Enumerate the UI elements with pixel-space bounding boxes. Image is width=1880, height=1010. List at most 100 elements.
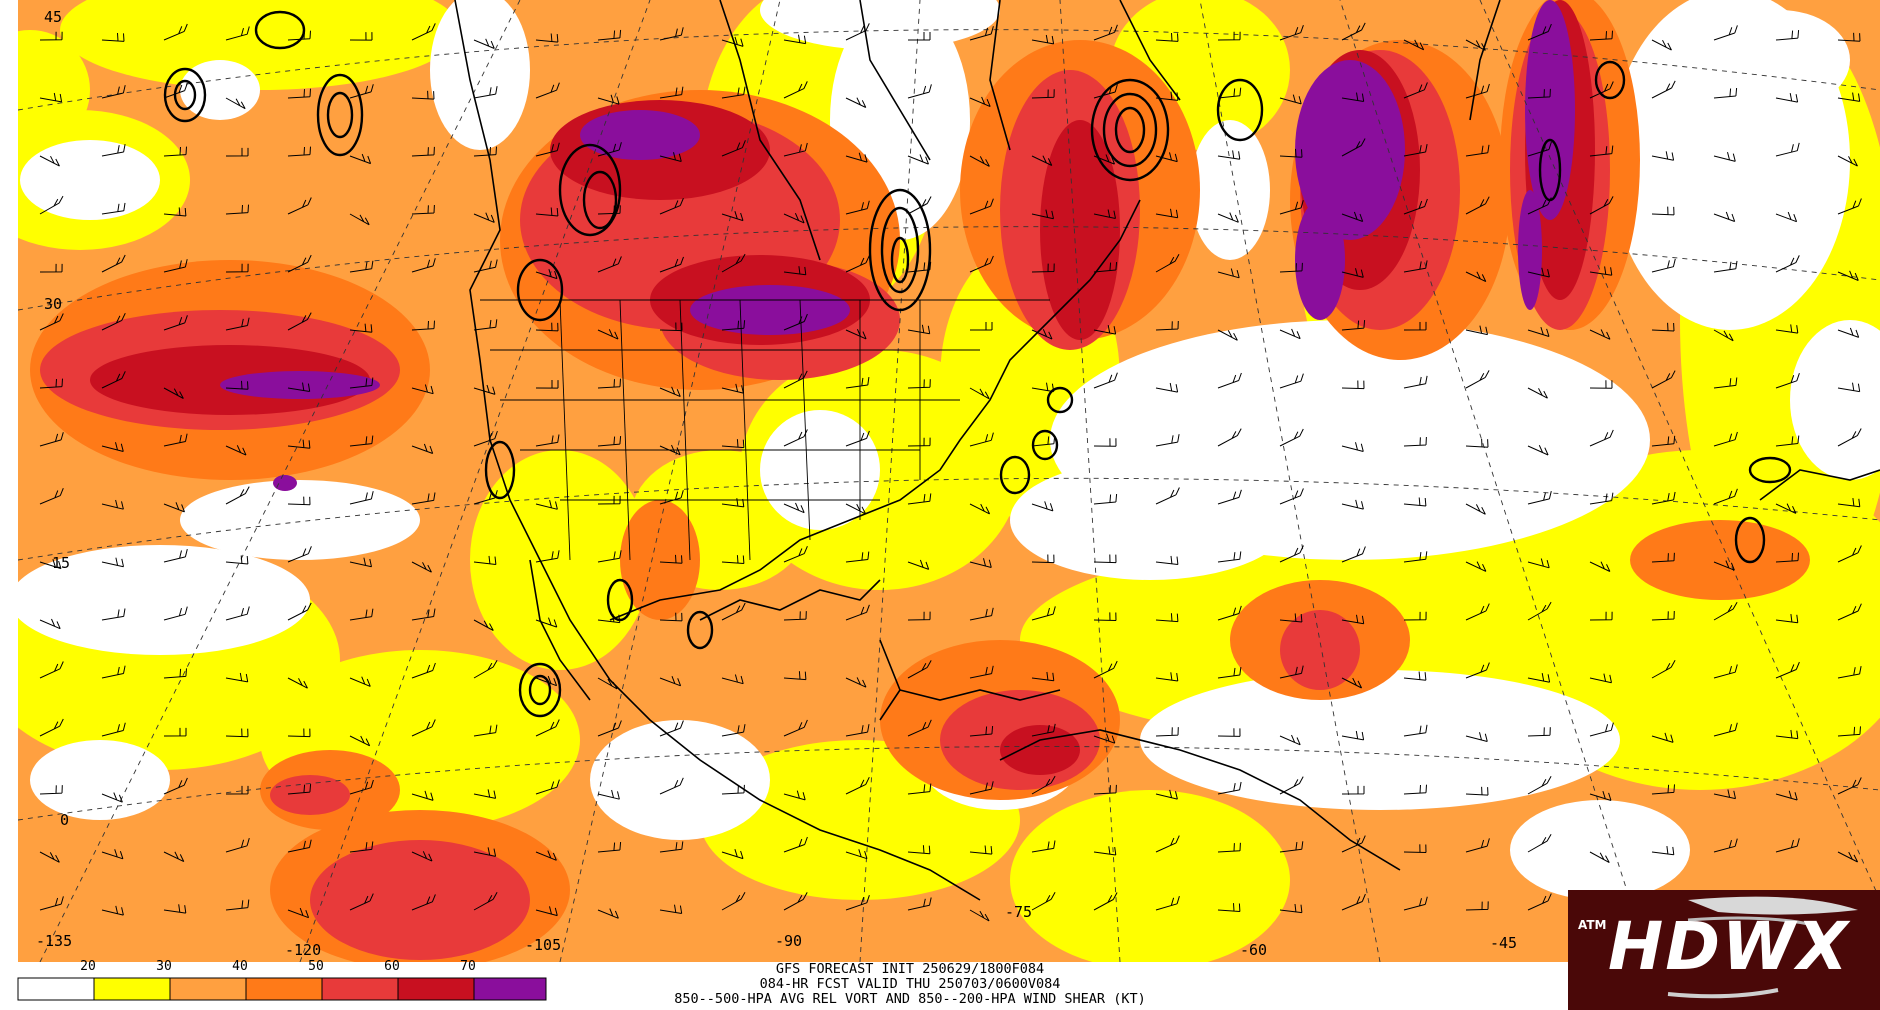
wind-barb <box>39 313 64 331</box>
wind-barb <box>1713 329 1734 342</box>
wind-barb <box>535 33 559 43</box>
wind-barb <box>473 86 498 99</box>
wind-barb <box>1527 326 1550 337</box>
wind-barb <box>1155 32 1179 42</box>
wind-barb <box>721 383 744 394</box>
wind-barb <box>1217 329 1238 341</box>
wind-barb <box>721 674 744 685</box>
wind-barb <box>1279 545 1304 563</box>
wind-barb <box>1837 327 1860 338</box>
wind-barb <box>163 82 188 99</box>
wind-barb <box>39 378 63 389</box>
wind-barb <box>1093 438 1117 447</box>
wind-barb <box>1527 267 1550 278</box>
wind-barb <box>1031 671 1055 682</box>
wind-barb <box>101 499 124 510</box>
wind-barb <box>225 445 247 456</box>
wind-barb <box>1589 492 1614 505</box>
wind-barb <box>1465 83 1490 99</box>
lat-label: 15 <box>52 554 70 572</box>
legend-tick-label: 70 <box>460 959 476 974</box>
wind-barb <box>1589 722 1614 737</box>
wind-barb <box>1279 148 1303 158</box>
wind-barb <box>1341 677 1363 689</box>
wind-barb <box>721 498 745 508</box>
wind-barb <box>969 725 994 737</box>
wind-barb <box>783 370 808 389</box>
lon-label: -105 <box>525 936 561 954</box>
wind-barb <box>721 86 746 99</box>
wind-barb <box>1031 329 1053 340</box>
wind-barb <box>225 204 249 215</box>
wind-barb <box>1217 605 1242 621</box>
wind-barb <box>721 36 744 47</box>
legend-swatch-30-40 <box>169 977 247 1001</box>
wind-barb <box>1465 732 1488 742</box>
wind-barb <box>969 607 994 621</box>
wind-barb <box>101 144 126 157</box>
wind-barb <box>1093 493 1118 505</box>
wind-barb <box>1217 372 1242 389</box>
lon-label: -120 <box>285 941 321 959</box>
wind-barb <box>1341 614 1365 625</box>
wind-barb <box>907 719 932 737</box>
wind-barb <box>1341 785 1365 795</box>
wind-barb <box>1341 546 1366 563</box>
wind-barb <box>1713 431 1738 447</box>
wind-barb <box>349 435 374 447</box>
wind-barb <box>1713 789 1736 800</box>
wind-barb <box>1279 328 1301 340</box>
wind-barb <box>1775 790 1798 801</box>
wind-barb <box>163 23 188 41</box>
wind-barb <box>1527 23 1552 41</box>
wind-barb <box>473 319 498 331</box>
legend-tick-label: 40 <box>232 959 248 974</box>
wind-barb <box>1837 32 1861 42</box>
wind-barb <box>225 147 249 157</box>
wind-barb <box>1837 851 1859 863</box>
wind-barb <box>349 608 374 621</box>
wind-barb <box>39 618 61 630</box>
wind-barb <box>1651 491 1676 505</box>
wind-barb <box>1465 325 1488 336</box>
wind-barb <box>1651 660 1676 679</box>
wind-barb <box>1527 197 1552 215</box>
wind-barb <box>1651 610 1675 621</box>
wind-barb <box>1775 614 1799 624</box>
wind-barb <box>1775 838 1800 853</box>
wind-barb <box>1217 489 1242 505</box>
wind-barb <box>1837 92 1861 102</box>
wind-barb <box>1279 776 1304 795</box>
wind-barb <box>1403 82 1428 99</box>
wind-barb <box>597 329 619 340</box>
wind-barb <box>597 613 621 624</box>
wind-barb <box>349 893 374 911</box>
wind-barb <box>535 380 559 389</box>
wind-barb <box>225 317 250 331</box>
wind-barb <box>783 671 807 681</box>
wind-barb <box>1403 784 1427 795</box>
wind-barb <box>1837 666 1862 679</box>
wind-barb <box>1031 554 1055 564</box>
wind-barb <box>411 258 436 273</box>
wind-barbs <box>39 22 1862 922</box>
wind-barb <box>473 659 498 679</box>
wind-barb <box>845 503 867 515</box>
wind-barb <box>1403 198 1428 215</box>
wind-barb <box>1527 88 1551 99</box>
wind-barb <box>845 152 868 163</box>
wind-barb <box>101 608 126 621</box>
wind-barb <box>473 430 498 447</box>
wind-barb <box>1527 387 1548 399</box>
wind-barb <box>597 94 620 105</box>
wind-barb <box>1713 560 1735 571</box>
wind-barb <box>1403 844 1427 853</box>
color-legend: 20 30 40 50 60 70 <box>17 959 547 1001</box>
wind-barb <box>225 263 249 273</box>
wind-barb <box>1527 673 1551 683</box>
wind-barb <box>101 849 124 860</box>
wind-barb <box>39 896 64 911</box>
wind-barb <box>721 253 746 273</box>
wind-barb <box>1837 726 1861 737</box>
